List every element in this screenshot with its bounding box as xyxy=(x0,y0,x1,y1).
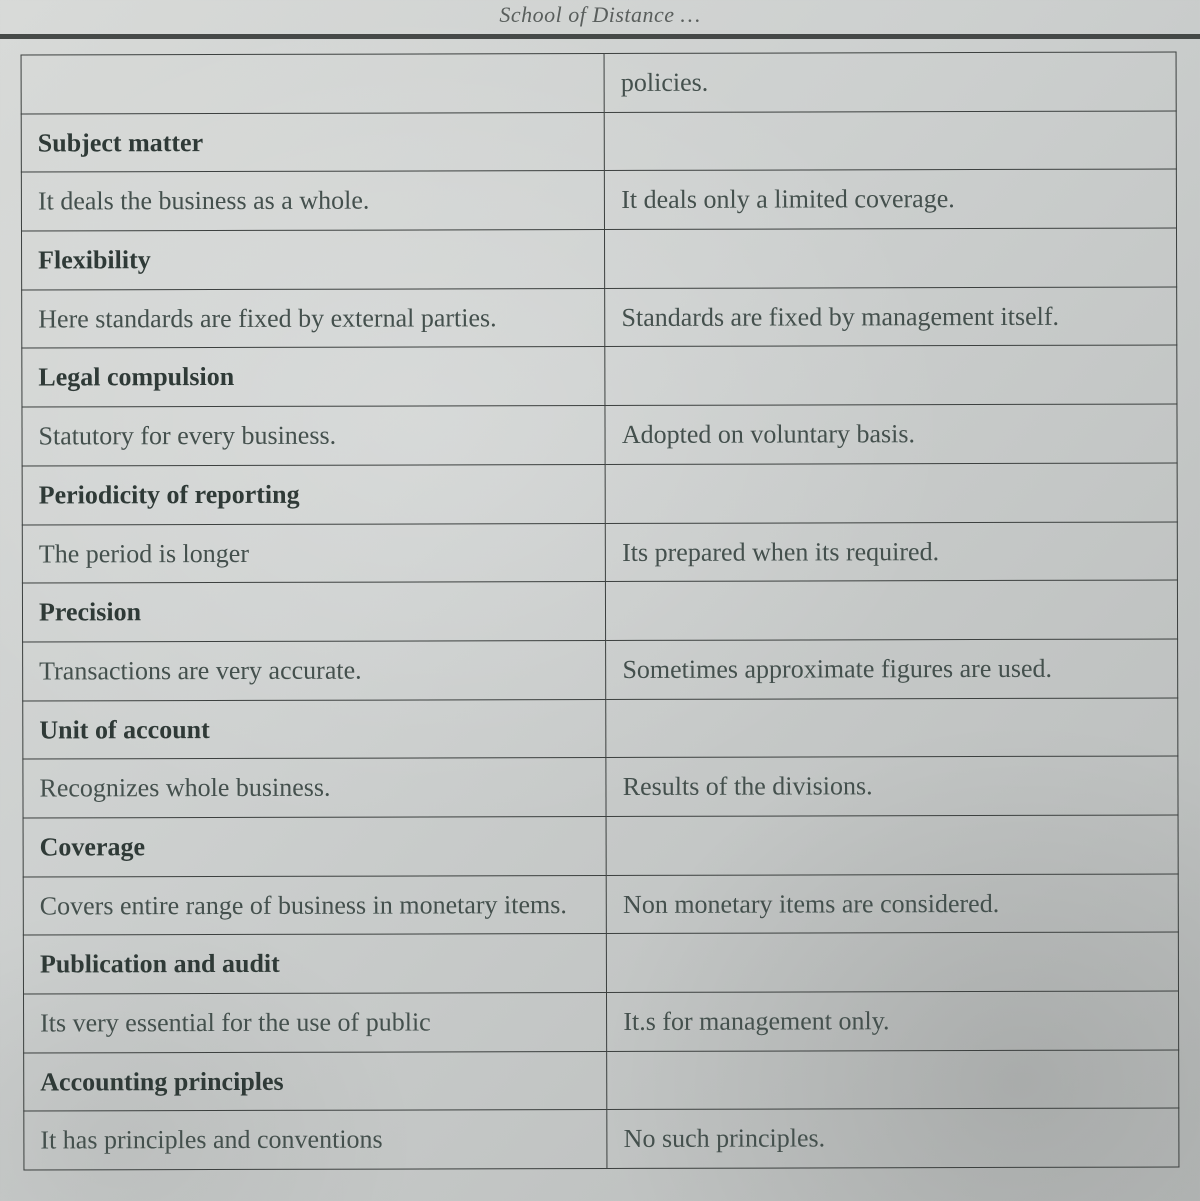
row-heading-cell: Subject matter xyxy=(21,112,604,172)
comparison-table-body: policies.Subject matterIt deals the busi… xyxy=(21,52,1179,1170)
row-right-cell xyxy=(604,111,1176,171)
row-right-cell xyxy=(605,345,1177,405)
header-rule xyxy=(0,34,1200,39)
row-right-cell: Sometimes approximate figures are used. xyxy=(606,639,1178,699)
row-left-cell: Recognizes whole business. xyxy=(23,758,606,818)
row-left-cell: Here standards are fixed by external par… xyxy=(22,288,605,348)
comparison-table: policies.Subject matterIt deals the busi… xyxy=(21,51,1180,1170)
row-heading-cell: Legal compulsion xyxy=(22,347,605,407)
row-right-cell: Non monetary items are considered. xyxy=(606,874,1178,934)
row-right-cell: Standards are fixed by management itself… xyxy=(605,287,1177,347)
row-left-cell: Covers entire range of business in monet… xyxy=(23,875,606,935)
table-row: Here standards are fixed by external par… xyxy=(22,287,1177,349)
table-row: Accounting principles xyxy=(24,1050,1179,1112)
row-right-cell: It deals only a limited coverage. xyxy=(605,169,1177,229)
row-left-cell: Its very essential for the use of public xyxy=(24,992,607,1052)
row-heading-cell: Accounting principles xyxy=(24,1051,607,1111)
row-right-cell: policies. xyxy=(604,52,1176,112)
row-right-cell xyxy=(606,580,1178,640)
row-left-cell: Transactions are very accurate. xyxy=(23,640,606,700)
table-row: Legal compulsion xyxy=(22,345,1177,407)
table-row: Subject matter xyxy=(21,111,1176,173)
row-heading-cell: Unit of account xyxy=(23,699,606,759)
row-left-cell xyxy=(21,53,604,113)
row-heading-cell: Flexibility xyxy=(22,230,605,290)
row-right-cell xyxy=(606,815,1178,875)
row-left-cell: The period is longer xyxy=(22,523,605,583)
row-right-cell xyxy=(605,228,1177,288)
row-heading-cell: Precision xyxy=(22,582,605,642)
row-left-cell: It deals the business as a whole. xyxy=(21,171,604,231)
table-row: Flexibility xyxy=(22,228,1177,290)
row-right-cell: Its prepared when its required. xyxy=(606,521,1178,581)
table-row: The period is longerIts prepared when it… xyxy=(22,521,1177,583)
row-right-cell: Results of the divisions. xyxy=(606,756,1178,816)
row-heading-cell: Coverage xyxy=(23,816,606,876)
row-right-cell xyxy=(607,1050,1179,1110)
table-row: Precision xyxy=(22,580,1177,642)
table-row: Publication and audit xyxy=(23,932,1178,994)
table-row: It deals the business as a whole.It deal… xyxy=(21,169,1176,231)
table-row: Statutory for every business.Adopted on … xyxy=(22,404,1177,466)
table-row: policies. xyxy=(21,52,1176,114)
row-heading-cell: Periodicity of reporting xyxy=(22,464,605,524)
row-left-cell: It has principles and conventions xyxy=(24,1110,607,1170)
page-header-fragment: School of Distance … xyxy=(0,0,1200,28)
row-heading-cell: Publication and audit xyxy=(23,934,606,994)
table-row: Covers entire range of business in monet… xyxy=(23,874,1178,936)
table-wrap: policies.Subject matterIt deals the busi… xyxy=(0,51,1200,1170)
table-row: Unit of account xyxy=(23,698,1178,760)
row-right-cell xyxy=(605,463,1177,523)
row-right-cell: It.s for management only. xyxy=(607,991,1179,1051)
row-right-cell: No such principles. xyxy=(607,1108,1179,1168)
row-right-cell xyxy=(606,698,1178,758)
row-left-cell: Statutory for every business. xyxy=(22,406,605,466)
table-row: Its very essential for the use of public… xyxy=(24,991,1179,1053)
table-row: Transactions are very accurate.Sometimes… xyxy=(23,639,1178,701)
table-row: Recognizes whole business.Results of the… xyxy=(23,756,1178,818)
table-row: Periodicity of reporting xyxy=(22,463,1177,525)
row-right-cell: Adopted on voluntary basis. xyxy=(605,404,1177,464)
table-row: It has principles and conventionsNo such… xyxy=(24,1108,1179,1170)
table-row: Coverage xyxy=(23,815,1178,877)
row-right-cell xyxy=(607,932,1179,992)
